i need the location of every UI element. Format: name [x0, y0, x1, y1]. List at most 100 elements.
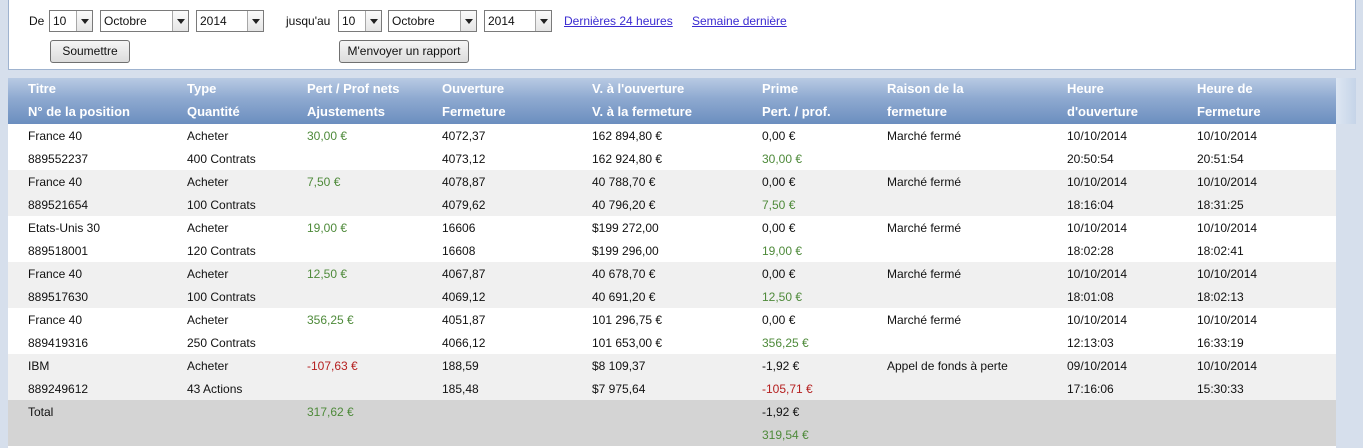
cell-close: 4073,12	[442, 152, 486, 166]
table-row[interactable]: Etats-Unis 30 889518001 Acheter 120 Contrat…	[8, 216, 1336, 262]
cell-open: 4072,37	[442, 129, 486, 143]
column-header: V. à l'ouverture	[592, 81, 685, 96]
to-month-select[interactable]: Octobre	[388, 10, 477, 32]
column-header: Ouverture	[442, 81, 505, 96]
from-day-select[interactable]: 10	[49, 10, 93, 32]
send-report-button[interactable]: M'envoyer un rapport	[339, 40, 469, 63]
cell-quantity: 100 Contrats	[187, 290, 256, 304]
cell-reason: Appel de fonds à perte	[887, 359, 1008, 373]
last-week-link[interactable]: Semaine dernière	[692, 14, 787, 28]
positions-table: Titre N° de la position Type Quantité Pert /…	[8, 78, 1336, 448]
cell-quantity: 100 Contrats	[187, 198, 256, 212]
table-row[interactable]: France 40 889552237 Acheter 400 Contrats 30,…	[8, 124, 1336, 170]
cell-pl: 7,50 €	[762, 198, 796, 212]
cell-position: 889518001	[28, 244, 89, 258]
total-premium: -1,92 €	[762, 405, 800, 419]
cell-reason: Marché fermé	[887, 221, 962, 235]
cell-open-date: 10/10/2014	[1067, 175, 1128, 189]
cell-close-value: 162 924,80 €	[592, 152, 663, 166]
cell-close: 185,48	[442, 382, 479, 396]
cell-open-value: 40 788,70 €	[592, 175, 656, 189]
cell-reason: Marché fermé	[887, 313, 962, 327]
cell-open-value: $199 272,00	[592, 221, 659, 235]
column-header: V. à la fermeture	[592, 104, 692, 119]
table-row[interactable]: France 40 889517630 Acheter 100 Contrats 12,…	[8, 262, 1336, 308]
cell-close-date: 10/10/2014	[1197, 313, 1258, 327]
cell-open: 4078,87	[442, 175, 486, 189]
cell-type: Acheter	[187, 267, 229, 281]
cell-close-time: 18:02:41	[1197, 244, 1244, 258]
cell-title: France 40	[28, 313, 83, 327]
date-filter-panel: De 10 Octobre 2014 jusqu'au 10 Octobre 2…	[8, 0, 1356, 70]
cell-open-time: 17:16:06	[1067, 382, 1114, 396]
submit-button[interactable]: Soumettre	[50, 40, 130, 63]
to-year-value: 2014	[488, 14, 515, 28]
cell-type: Acheter	[187, 221, 229, 235]
column-header: Fermeture	[442, 104, 506, 119]
cell-title: France 40	[28, 129, 83, 143]
cell-premium: 0,00 €	[762, 175, 796, 189]
cell-close-value: 101 653,00 €	[592, 336, 663, 350]
to-month-value: Octobre	[392, 14, 435, 28]
table-row[interactable]: IBM 889249612 Acheter 43 Actions -107,63 € 18…	[8, 354, 1336, 400]
total-row: Total 317,62 € -1,92 € 319,54 €	[8, 400, 1336, 446]
table-row[interactable]: France 40 889419316 Acheter 250 Contrats 356…	[8, 308, 1336, 354]
cell-net: 30,00 €	[307, 129, 348, 143]
table-row[interactable]: France 40 889521654 Acheter 100 Contrats 7,5…	[8, 170, 1336, 216]
from-month-select[interactable]: Octobre	[100, 10, 189, 32]
cell-quantity: 400 Contrats	[187, 152, 256, 166]
cell-close: 16608	[442, 244, 476, 258]
cell-close-value: 40 691,20 €	[592, 290, 656, 304]
table-scrollbar[interactable]	[1336, 78, 1356, 124]
cell-close-date: 10/10/2014	[1197, 267, 1258, 281]
cell-reason: Marché fermé	[887, 267, 962, 281]
from-year-select[interactable]: 2014	[196, 10, 264, 32]
chevron-down-icon	[365, 11, 381, 31]
cell-title: France 40	[28, 175, 83, 189]
cell-premium: 0,00 €	[762, 129, 796, 143]
from-day-value: 10	[53, 14, 67, 28]
cell-quantity: 120 Contrats	[187, 244, 256, 258]
to-year-select[interactable]: 2014	[484, 10, 552, 32]
column-header: Ajustements	[307, 104, 386, 119]
cell-open-time: 12:13:03	[1067, 336, 1114, 350]
column-header: Pert. / prof.	[762, 104, 831, 119]
cell-net: 356,25 €	[307, 313, 354, 327]
cell-close: 4069,12	[442, 290, 486, 304]
cell-open-time: 20:50:54	[1067, 152, 1114, 166]
to-label: jusqu'au	[286, 14, 331, 28]
column-header: Heure de	[1197, 81, 1253, 96]
column-header: Type	[187, 81, 217, 96]
cell-net: 7,50 €	[307, 175, 341, 189]
cell-open: 188,59	[442, 359, 479, 373]
column-header: Titre	[28, 81, 56, 96]
cell-close-value: $199 296,00	[592, 244, 659, 258]
cell-net: 12,50 €	[307, 267, 348, 281]
column-header: Heure	[1067, 81, 1104, 96]
cell-open-date: 09/10/2014	[1067, 359, 1128, 373]
cell-close-time: 18:31:25	[1197, 198, 1244, 212]
chevron-down-icon	[535, 11, 551, 31]
cell-net: -107,63 €	[307, 359, 358, 373]
cell-position: 889419316	[28, 336, 89, 350]
cell-close-date: 10/10/2014	[1197, 221, 1258, 235]
cell-type: Acheter	[187, 129, 229, 143]
cell-close-time: 18:02:13	[1197, 290, 1244, 304]
cell-reason: Marché fermé	[887, 175, 962, 189]
to-day-select[interactable]: 10	[338, 10, 382, 32]
cell-close-date: 10/10/2014	[1197, 359, 1258, 373]
cell-open-time: 18:02:28	[1067, 244, 1114, 258]
cell-quantity: 250 Contrats	[187, 336, 256, 350]
total-net: 317,62 €	[307, 405, 354, 419]
from-year-value: 2014	[200, 14, 227, 28]
column-header: d'ouverture	[1067, 104, 1138, 119]
cell-close-time: 16:33:19	[1197, 336, 1244, 350]
last-24-hours-link[interactable]: Dernières 24 heures	[564, 14, 673, 28]
cell-open: 16606	[442, 221, 476, 235]
cell-type: Acheter	[187, 175, 229, 189]
to-day-value: 10	[342, 14, 356, 28]
cell-position: 889249612	[28, 382, 89, 396]
column-header: Prime	[762, 81, 799, 96]
total-pl: 319,54 €	[762, 428, 809, 442]
column-header: Pert / Prof nets	[307, 81, 400, 96]
